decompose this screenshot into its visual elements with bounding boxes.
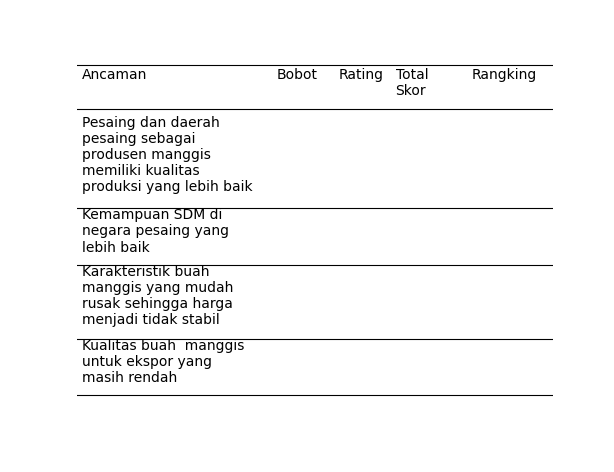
Text: Rangking: Rangking [472,67,537,82]
Text: Bobot: Bobot [276,67,317,82]
Text: Karakteristik buah
manggis yang mudah
rusak sehingga harga
menjadi tidak stabil: Karakteristik buah manggis yang mudah ru… [82,264,233,327]
Text: Total
Skor: Total Skor [395,67,428,98]
Text: Rating: Rating [338,67,384,82]
Text: Kemampuan SDM di
negara pesaing yang
lebih baik: Kemampuan SDM di negara pesaing yang leb… [82,208,228,254]
Text: Pesaing dan daerah
pesaing sebagai
produsen manggis
memiliki kualitas
produksi y: Pesaing dan daerah pesaing sebagai produ… [82,116,252,194]
Text: Kualitas buah  manggis
untuk ekspor yang
masih rendah: Kualitas buah manggis untuk ekspor yang … [82,339,244,386]
Text: Ancaman: Ancaman [82,67,147,82]
